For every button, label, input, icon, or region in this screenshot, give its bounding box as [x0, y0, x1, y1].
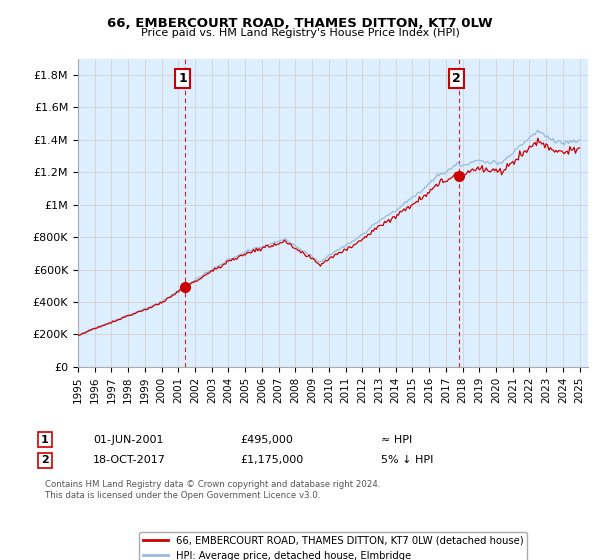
Text: Price paid vs. HM Land Registry's House Price Index (HPI): Price paid vs. HM Land Registry's House … — [140, 28, 460, 38]
Text: 1: 1 — [41, 435, 49, 445]
Legend: 66, EMBERCOURT ROAD, THAMES DITTON, KT7 0LW (detached house), HPI: Average price: 66, EMBERCOURT ROAD, THAMES DITTON, KT7 … — [139, 532, 527, 560]
Text: 18-OCT-2017: 18-OCT-2017 — [93, 455, 166, 465]
Text: 1: 1 — [178, 72, 187, 85]
Text: £1,175,000: £1,175,000 — [240, 455, 303, 465]
Text: 01-JUN-2001: 01-JUN-2001 — [93, 435, 163, 445]
Text: 66, EMBERCOURT ROAD, THAMES DITTON, KT7 0LW: 66, EMBERCOURT ROAD, THAMES DITTON, KT7 … — [107, 17, 493, 30]
Text: 2: 2 — [41, 455, 49, 465]
Text: Contains HM Land Registry data © Crown copyright and database right 2024.: Contains HM Land Registry data © Crown c… — [45, 480, 380, 489]
Text: ≈ HPI: ≈ HPI — [381, 435, 412, 445]
Text: This data is licensed under the Open Government Licence v3.0.: This data is licensed under the Open Gov… — [45, 492, 320, 501]
Text: 5% ↓ HPI: 5% ↓ HPI — [381, 455, 433, 465]
Text: £495,000: £495,000 — [240, 435, 293, 445]
Text: 2: 2 — [452, 72, 461, 85]
